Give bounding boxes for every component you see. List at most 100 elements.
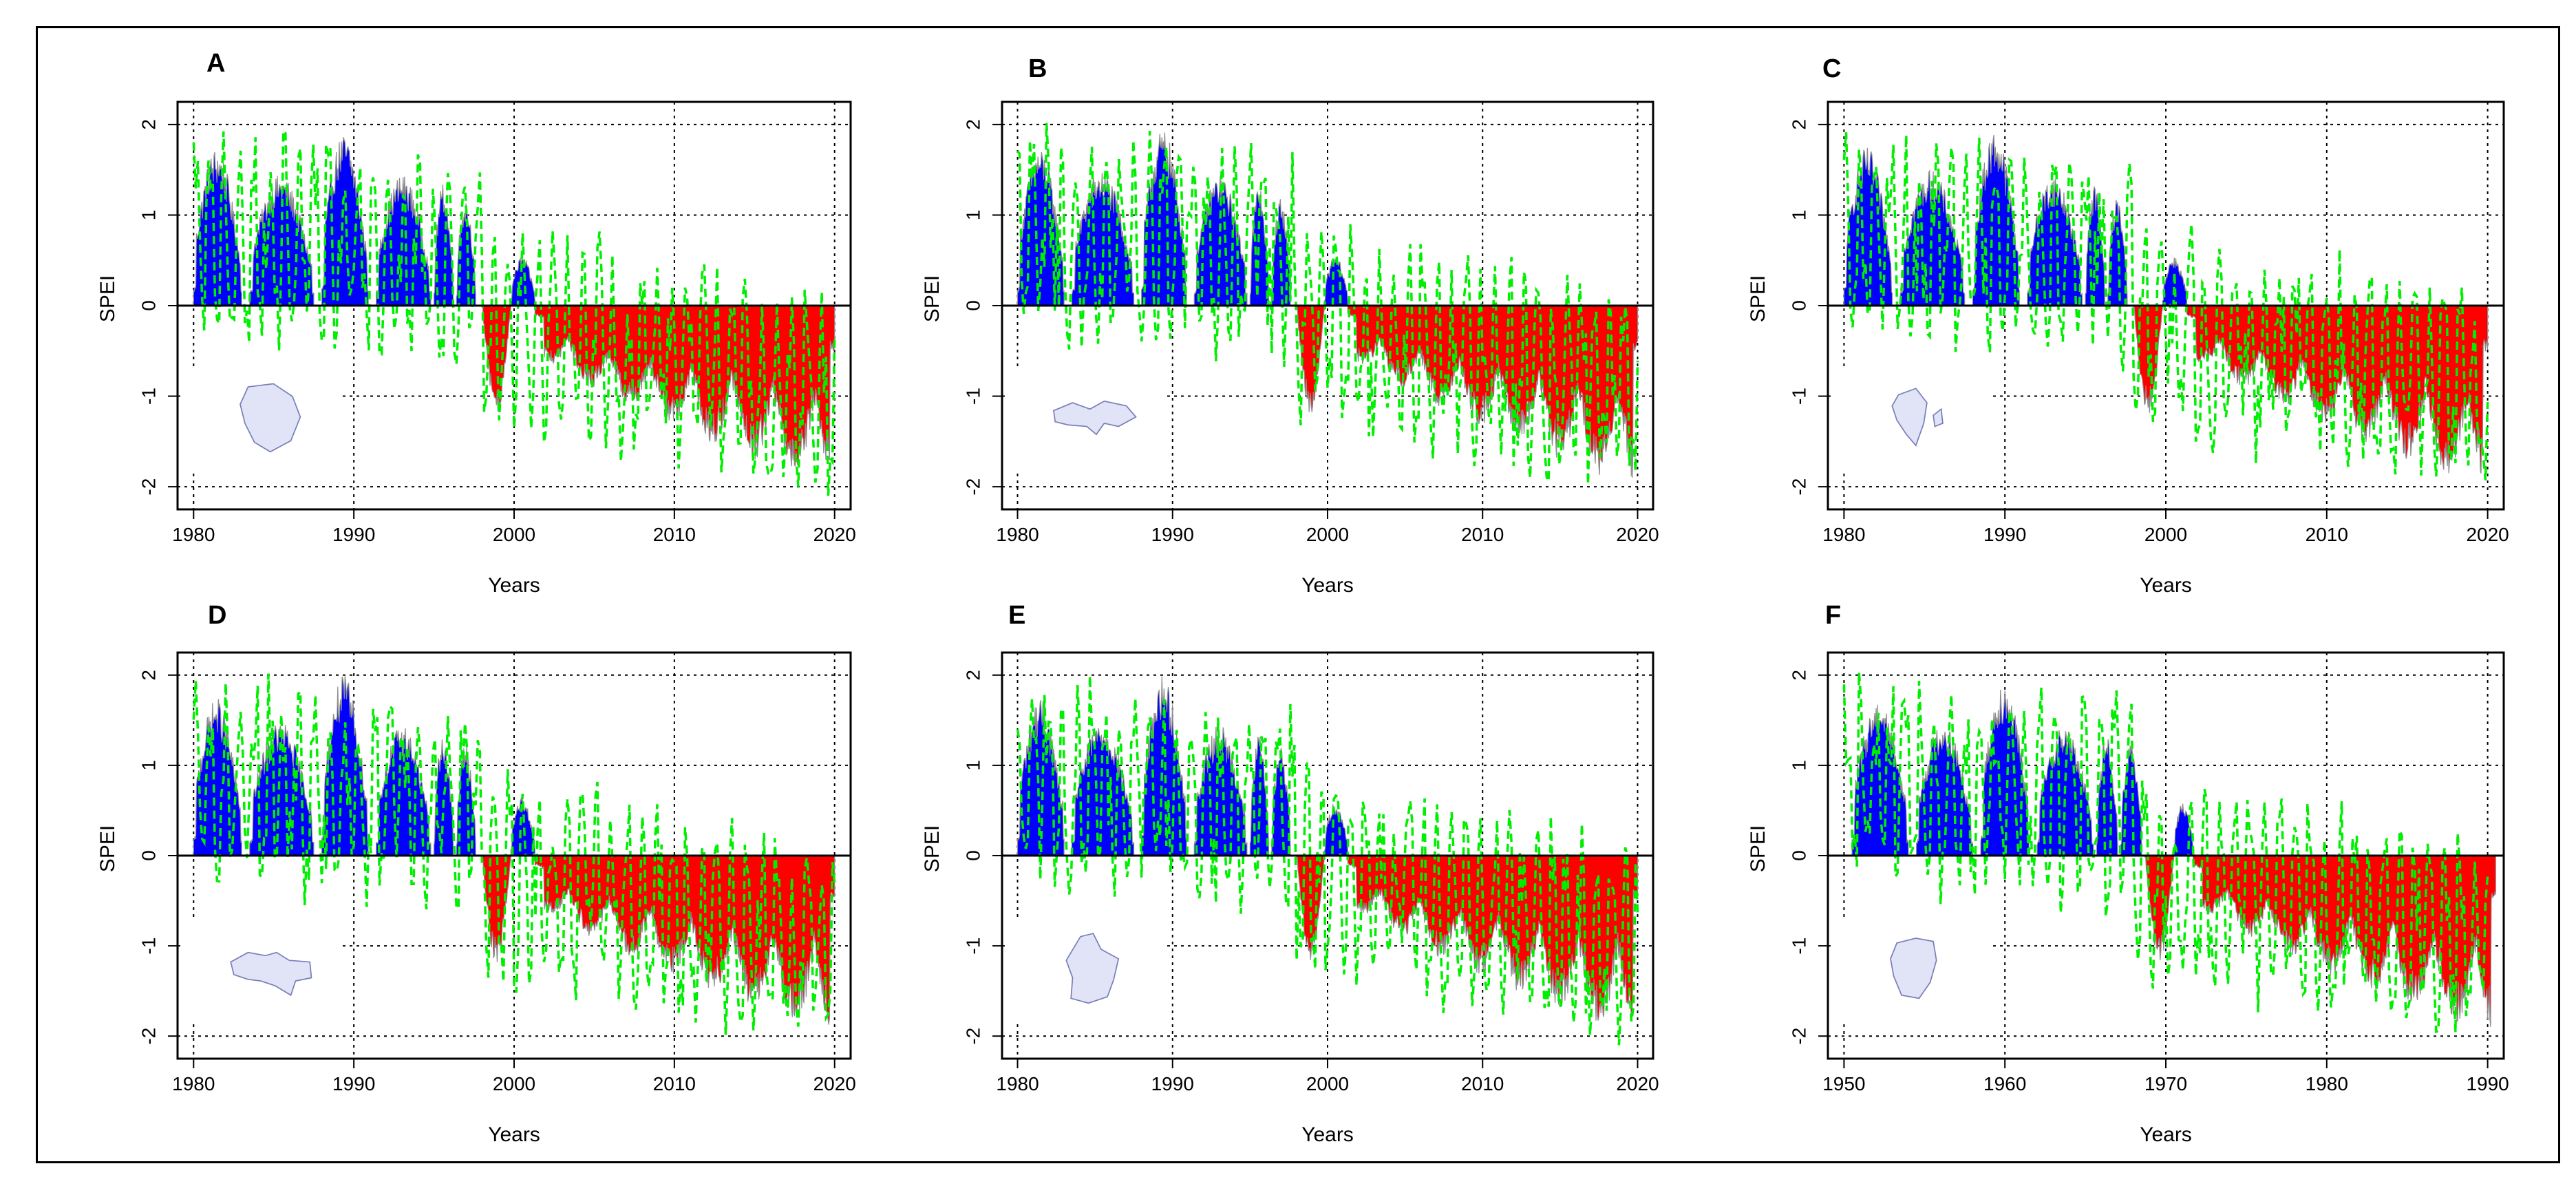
region-map-f xyxy=(1890,938,1937,999)
y-tick-label: 0 xyxy=(1788,300,1809,311)
y-tick-label: -1 xyxy=(1788,938,1809,955)
modeled-series-line xyxy=(1842,132,2489,480)
y-axis-title: SPEI xyxy=(921,825,944,872)
x-tick-label: 2010 xyxy=(1461,524,1504,545)
spei-positive-area xyxy=(1323,257,1348,306)
y-axis-title: SPEI xyxy=(96,825,119,872)
map-outline xyxy=(1891,388,1944,447)
panel-f: F 1950 1960 1970 1980 1990 -2 -1 0 1 2 Years SPEI xyxy=(1747,601,2509,1146)
x-tick-label: 2000 xyxy=(493,1073,535,1094)
y-tick-label: -2 xyxy=(962,478,983,496)
y-tick-label: -2 xyxy=(962,1028,983,1045)
figure-border xyxy=(36,26,2560,1163)
y-axis-title: SPEI xyxy=(921,275,944,322)
x-tick-label: 1990 xyxy=(1151,1073,1194,1094)
x-tick-label: 1980 xyxy=(172,524,215,545)
spei-positive-area xyxy=(1016,699,1065,856)
map-outline xyxy=(239,383,301,453)
x-tick-label: 2020 xyxy=(2466,524,2509,545)
x-tick-label: 1990 xyxy=(2466,1073,2509,1094)
y-tick-label: 2 xyxy=(962,670,983,681)
y-tick-label: -2 xyxy=(1788,1028,1809,1045)
x-axis-title: Years xyxy=(488,574,540,597)
panel-label: C xyxy=(1822,54,1841,83)
x-tick-label: 2010 xyxy=(1461,1073,1504,1094)
x-tick-label: 2020 xyxy=(1616,524,1659,545)
spei-positive-area xyxy=(2027,179,2083,306)
y-axis-title: SPEI xyxy=(1747,275,1769,322)
modeled-series-line xyxy=(1016,123,1639,485)
x-tick-label: 1980 xyxy=(2306,1073,2348,1094)
map-outline xyxy=(230,951,312,997)
x-tick-label: 1990 xyxy=(332,524,375,545)
x-tick-label: 1950 xyxy=(1822,1073,1865,1094)
x-tick-label: 1990 xyxy=(1983,524,2026,545)
y-tick-label: 2 xyxy=(138,670,159,681)
spei-negative-area xyxy=(2186,305,2489,474)
spei-negative-area xyxy=(534,855,835,1025)
y-tick-label: 0 xyxy=(1788,850,1809,861)
panel-label: D xyxy=(208,601,226,630)
region-map-d xyxy=(230,951,312,997)
x-axis-title: Years xyxy=(1301,574,1354,597)
x-tick-label: 1980 xyxy=(996,1073,1039,1094)
y-tick-label: 2 xyxy=(138,119,159,130)
panel-label: B xyxy=(1028,54,1047,83)
y-tick-label: 1 xyxy=(138,210,159,221)
x-tick-label: 2000 xyxy=(2144,524,2187,545)
x-tick-label: 1990 xyxy=(332,1073,375,1094)
x-tick-label: 2000 xyxy=(1306,1073,1349,1094)
y-tick-label: -2 xyxy=(138,478,159,496)
x-tick-label: 1980 xyxy=(996,524,1039,545)
x-axis-title: Years xyxy=(2140,574,2192,597)
x-tick-label: 2020 xyxy=(813,524,856,545)
panel-e: E 1980 1990 2000 2010 2020 -2 -1 0 1 2 Years SPEI xyxy=(921,601,1659,1146)
x-tick-label: 2010 xyxy=(2306,524,2348,545)
x-tick-label: 2010 xyxy=(653,524,696,545)
modeled-series-line xyxy=(192,127,836,496)
panel-label: F xyxy=(1825,601,1841,630)
y-tick-label: -1 xyxy=(138,388,159,405)
y-tick-label: -1 xyxy=(138,938,159,955)
y-tick-label: 2 xyxy=(1788,670,1809,681)
y-tick-label: 1 xyxy=(962,760,983,771)
y-tick-label: -2 xyxy=(1788,478,1809,496)
y-axis-title: SPEI xyxy=(96,275,119,322)
spei-negative-area xyxy=(481,855,511,962)
x-axis-title: Years xyxy=(488,1123,540,1146)
y-tick-label: 0 xyxy=(138,850,159,861)
y-tick-label: 1 xyxy=(138,760,159,771)
map-outline xyxy=(1052,400,1137,436)
x-tick-label: 2020 xyxy=(1616,1073,1659,1094)
region-map-a xyxy=(239,383,301,453)
spei-positive-area xyxy=(1271,748,1291,856)
y-tick-label: 0 xyxy=(138,300,159,311)
x-tick-label: 1960 xyxy=(1983,1073,2026,1094)
x-tick-label: 2000 xyxy=(1306,524,1349,545)
y-tick-label: 1 xyxy=(1788,760,1809,771)
y-tick-label: 1 xyxy=(1788,210,1809,221)
panel-b: B 1980 1990 2000 2010 2020 -2 -1 0 1 2 Years SPEI xyxy=(921,54,1659,597)
y-tick-label: 2 xyxy=(962,119,983,130)
y-tick-label: -1 xyxy=(962,388,983,405)
spei-positive-area xyxy=(2096,739,2118,856)
y-tick-label: 2 xyxy=(1788,119,1809,130)
spei-negative-area xyxy=(481,305,511,412)
map-outline xyxy=(1890,938,1937,999)
x-tick-label: 1980 xyxy=(172,1073,215,1094)
spei-negative-area xyxy=(1347,855,1639,1021)
map-outline xyxy=(1065,933,1120,1004)
y-tick-label: -1 xyxy=(962,938,983,955)
panel-c: C 1980 1990 2000 2010 2020 -2 -1 0 1 2 Years SPEI xyxy=(1747,54,2509,597)
x-tick-label: 1990 xyxy=(1151,524,1194,545)
y-axis-title: SPEI xyxy=(1747,825,1769,872)
spei-positive-area xyxy=(1323,804,1348,856)
x-tick-label: 2020 xyxy=(813,1073,856,1094)
region-map-b xyxy=(1052,400,1137,436)
panel-label: A xyxy=(206,49,225,78)
x-axis-title: Years xyxy=(1301,1123,1354,1146)
x-tick-label: 2010 xyxy=(653,1073,696,1094)
panel-a: A 1980 1990 2000 2010 2020 -2 -1 0 1 2 Years SPEI xyxy=(96,49,856,597)
